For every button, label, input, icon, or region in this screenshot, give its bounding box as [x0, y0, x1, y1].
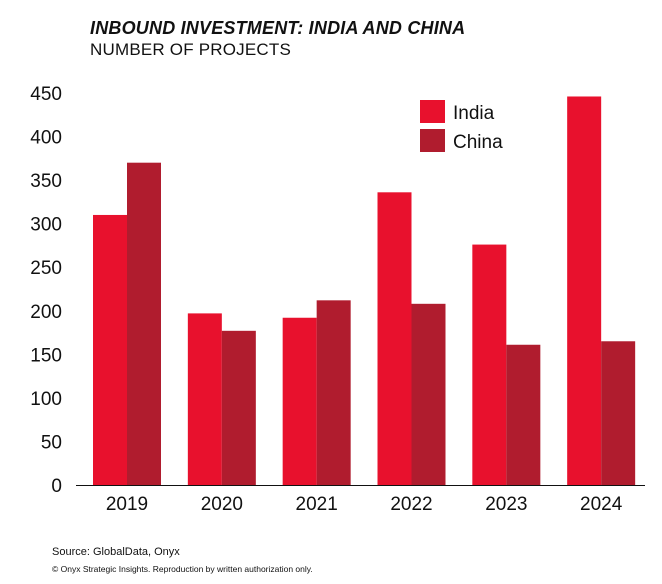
bar-china-2020 — [221, 330, 256, 485]
bar-india-2023 — [472, 244, 507, 485]
legend-swatch-india — [420, 100, 445, 123]
y-tick-label: 450 — [30, 84, 62, 105]
x-tick-label: 2020 — [201, 494, 243, 515]
x-tick-label: 2024 — [580, 494, 623, 515]
bar-india-2019 — [93, 214, 127, 485]
y-tick-label: 50 — [41, 432, 62, 453]
bar-china-2021 — [316, 300, 351, 485]
y-tick-label: 100 — [30, 389, 62, 410]
bar-chart: 0 50 100 150 200 250 300 350 400 450 2019 2020 2021 2… — [30, 84, 645, 515]
y-tick-label: 250 — [30, 258, 62, 279]
y-tick-label: 150 — [30, 345, 62, 366]
x-tick-label: 2019 — [106, 494, 148, 515]
x-tick-label: 2021 — [296, 494, 338, 515]
bar-india-2020 — [187, 313, 222, 485]
y-tick-label: 200 — [30, 302, 62, 323]
y-tick-label: 0 — [51, 476, 62, 497]
x-tick-label: 2022 — [390, 494, 432, 515]
y-tick-label: 300 — [30, 215, 62, 236]
y-tick-label: 350 — [30, 171, 62, 192]
bar-china-2023 — [506, 344, 541, 485]
y-tick-label: 400 — [30, 128, 62, 149]
legend-label-china: China — [453, 132, 503, 153]
bar-china-2024 — [601, 341, 636, 485]
source-note: Source: GlobalData, Onyx — [52, 546, 180, 558]
legend-swatch-china — [420, 129, 445, 152]
bar-china-2019 — [127, 162, 161, 485]
bar-india-2022 — [377, 192, 412, 485]
x-tick-label: 2023 — [485, 494, 527, 515]
legend-label-india: India — [453, 103, 495, 124]
chart-title: INBOUND INVESTMENT: INDIA AND CHINA — [90, 18, 466, 38]
chart-subtitle: NUMBER OF PROJECTS — [90, 40, 292, 59]
copyright-note: © Onyx Strategic Insights. Reproduction … — [52, 564, 313, 574]
bar-india-2021 — [282, 317, 317, 485]
bar-india-2024 — [567, 96, 602, 486]
bar-china-2022 — [411, 303, 446, 485]
